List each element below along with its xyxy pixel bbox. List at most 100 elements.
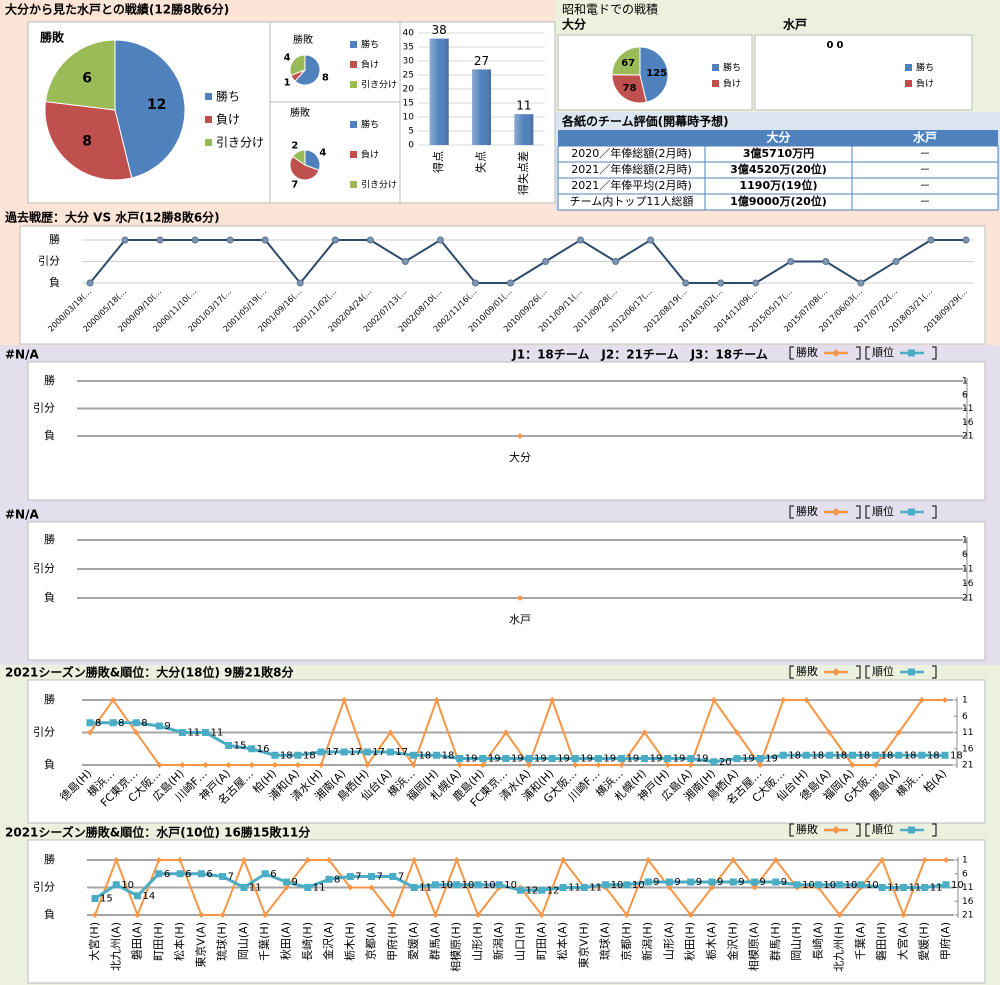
legend-swatch bbox=[350, 121, 357, 128]
table-row-label: 2021／年俸平均(2月時) bbox=[571, 178, 692, 192]
chart-title: #N/A bbox=[5, 348, 39, 362]
marker bbox=[687, 755, 695, 762]
legend-label: 勝敗 bbox=[796, 504, 818, 518]
marker bbox=[453, 881, 461, 889]
marker bbox=[733, 755, 741, 762]
legend-swatch bbox=[712, 64, 719, 71]
legend-label: 勝ち bbox=[361, 39, 379, 51]
legend-marker bbox=[908, 349, 915, 357]
x-tick-label: 秋田(H) bbox=[683, 922, 697, 961]
chart-box bbox=[754, 34, 973, 111]
legend-bracket bbox=[856, 823, 861, 837]
bar-shade bbox=[471, 69, 492, 145]
y-tick-label: 負 bbox=[44, 591, 55, 604]
marker bbox=[479, 755, 487, 762]
data-label: 11 bbox=[930, 883, 943, 894]
y-tick-label: 勝 bbox=[44, 532, 55, 546]
x-tick-label: 京都(A) bbox=[364, 922, 378, 960]
x-tick-label: 長崎(A) bbox=[810, 922, 824, 960]
data-label: 17 bbox=[326, 747, 339, 758]
marker bbox=[456, 762, 463, 768]
pie-label: 0 bbox=[827, 40, 834, 51]
pie-label: 6 bbox=[82, 71, 92, 87]
table-row-label: チーム内トップ11人総額 bbox=[570, 194, 694, 208]
data-label: 18 bbox=[904, 750, 917, 761]
marker bbox=[219, 873, 227, 880]
chart-title: 過去戦歴：大分 VS 水戸(12勝8敗6分) bbox=[4, 210, 220, 225]
y-tick-label: 10 bbox=[403, 113, 415, 123]
marker bbox=[665, 878, 673, 886]
marker bbox=[780, 697, 787, 703]
x-tick-label: 相模原(H) bbox=[450, 922, 463, 972]
y2-tick-label: 11 bbox=[962, 404, 973, 414]
marker bbox=[772, 857, 779, 863]
marker bbox=[921, 857, 928, 863]
data-label: 18 bbox=[950, 750, 963, 761]
legend-label: 勝敗 bbox=[796, 822, 818, 836]
table-cell: － bbox=[920, 147, 931, 160]
legend-swatch bbox=[205, 139, 212, 146]
table-cell: 1190万(19位) bbox=[740, 178, 818, 192]
marker bbox=[389, 912, 396, 918]
marker bbox=[559, 884, 567, 891]
chart-box bbox=[27, 679, 986, 824]
y-tick-label: 負 bbox=[49, 276, 60, 289]
x-tick-label: 得点 bbox=[432, 151, 445, 173]
pie-label: 67 bbox=[621, 58, 635, 69]
legend-label: 引き分け bbox=[216, 136, 264, 150]
marker bbox=[346, 873, 354, 880]
marker bbox=[872, 751, 880, 759]
data-label: 10 bbox=[611, 880, 624, 891]
data-label: 19 bbox=[673, 754, 686, 765]
pie-label: 125 bbox=[646, 68, 667, 79]
data-label: 18 bbox=[927, 750, 940, 761]
pie-label: 8 bbox=[322, 73, 329, 84]
marker bbox=[121, 236, 129, 244]
marker bbox=[571, 755, 579, 762]
y-tick-label: 25 bbox=[403, 71, 414, 81]
marker bbox=[134, 892, 142, 900]
x-tick-label: 大分 bbox=[509, 450, 531, 464]
marker bbox=[304, 857, 311, 863]
marker bbox=[474, 881, 482, 889]
legend-label: 勝ち bbox=[216, 89, 240, 104]
x-tick-label: 琉球(H) bbox=[215, 922, 229, 961]
marker bbox=[318, 762, 325, 768]
marker bbox=[219, 912, 226, 918]
legend-label: 負け bbox=[361, 149, 379, 161]
marker bbox=[647, 236, 655, 244]
data-label: 11 bbox=[908, 883, 921, 894]
x-tick-label: 町田(A) bbox=[535, 922, 548, 960]
legend-marker bbox=[832, 349, 840, 357]
table-cell: 1億9000万(20位) bbox=[730, 194, 827, 208]
data-label: 10 bbox=[440, 880, 453, 891]
data-label: 10 bbox=[845, 880, 858, 891]
chart-box bbox=[269, 21, 401, 103]
marker bbox=[431, 881, 439, 889]
x-tick-label: 磐田(H) bbox=[874, 922, 888, 961]
data-label: 19 bbox=[742, 754, 755, 765]
data-label: 10 bbox=[121, 880, 134, 891]
chart-box bbox=[27, 361, 986, 501]
x-tick-label: 栃木(H) bbox=[342, 922, 356, 961]
data-label: 11 bbox=[249, 883, 262, 894]
legend-label: 順位 bbox=[872, 664, 894, 678]
y2-tick-label: 16 bbox=[962, 897, 974, 907]
marker bbox=[178, 729, 186, 736]
x-tick-label: 甲府(A) bbox=[938, 922, 952, 960]
marker bbox=[734, 729, 741, 736]
marker bbox=[261, 236, 269, 244]
marker bbox=[517, 433, 523, 439]
marker bbox=[710, 697, 717, 703]
marker bbox=[474, 912, 481, 918]
marker bbox=[262, 912, 269, 918]
legend-label: 引き分け bbox=[361, 80, 397, 91]
marker bbox=[802, 751, 810, 759]
data-label: 18 bbox=[788, 750, 801, 761]
marker bbox=[366, 236, 374, 244]
marker bbox=[179, 762, 186, 768]
marker bbox=[641, 755, 649, 762]
chart-title: #N/A bbox=[5, 508, 39, 522]
x-tick-label: 東京V(H) bbox=[576, 922, 590, 968]
marker bbox=[849, 762, 856, 768]
